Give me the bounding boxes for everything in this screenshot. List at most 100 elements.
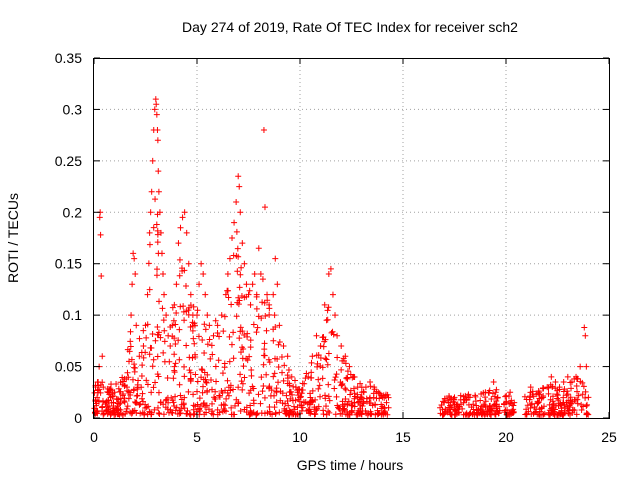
data-point xyxy=(152,379,159,386)
data-point xyxy=(307,374,314,381)
data-point xyxy=(560,394,567,401)
data-point xyxy=(215,357,222,364)
data-point xyxy=(139,409,146,416)
data-point xyxy=(279,400,286,407)
data-point xyxy=(171,301,178,308)
data-point xyxy=(241,260,248,267)
data-point xyxy=(350,385,357,392)
data-point xyxy=(127,343,134,350)
data-point xyxy=(204,341,211,348)
data-point xyxy=(173,309,180,316)
data-point xyxy=(247,337,254,344)
data-point xyxy=(524,402,531,409)
data-point xyxy=(554,392,561,399)
data-point xyxy=(130,250,137,257)
data-point xyxy=(155,168,162,175)
data-point xyxy=(99,397,106,404)
data-point xyxy=(210,332,217,339)
data-point xyxy=(142,349,149,356)
data-point xyxy=(106,386,113,393)
data-point xyxy=(226,333,233,340)
data-point xyxy=(134,385,141,392)
data-point xyxy=(150,384,157,391)
data-point xyxy=(521,393,528,400)
data-point xyxy=(154,227,161,234)
data-point xyxy=(121,398,128,405)
data-point xyxy=(153,101,160,108)
data-point xyxy=(150,224,157,231)
data-point xyxy=(108,381,115,388)
data-point xyxy=(308,369,315,376)
data-point xyxy=(381,405,388,412)
data-point xyxy=(157,229,164,236)
data-point xyxy=(546,401,553,408)
data-point xyxy=(333,393,340,400)
axis-ticks xyxy=(93,57,610,419)
data-point xyxy=(279,390,286,397)
data-point xyxy=(299,380,306,387)
data-points xyxy=(91,96,592,418)
data-point xyxy=(383,391,390,398)
data-point xyxy=(325,393,332,400)
data-point xyxy=(357,380,364,387)
data-point xyxy=(453,410,460,417)
data-point xyxy=(239,328,246,335)
data-point xyxy=(554,411,561,418)
data-point xyxy=(168,409,175,416)
data-point xyxy=(184,407,191,414)
data-point xyxy=(266,305,273,312)
data-point xyxy=(300,399,307,406)
data-point xyxy=(178,265,185,272)
data-point xyxy=(117,406,124,413)
data-point xyxy=(549,393,556,400)
data-point xyxy=(154,239,161,246)
data-point xyxy=(187,376,194,383)
data-point xyxy=(503,398,510,405)
data-point xyxy=(309,353,316,360)
data-point xyxy=(261,299,268,306)
data-point xyxy=(196,281,203,288)
data-point xyxy=(175,337,182,344)
data-point xyxy=(246,411,253,418)
data-point xyxy=(290,383,297,390)
data-point xyxy=(192,351,199,358)
data-point xyxy=(351,395,358,402)
data-point xyxy=(187,302,194,309)
data-point xyxy=(501,401,508,408)
data-point xyxy=(552,379,559,385)
chart-title: Day 274 of 2019, Rate Of TEC Index for r… xyxy=(182,19,518,35)
data-point xyxy=(131,407,138,414)
data-point xyxy=(210,394,217,401)
data-point xyxy=(151,406,158,413)
data-point xyxy=(132,271,139,277)
data-point xyxy=(121,375,128,382)
data-point xyxy=(176,381,183,388)
data-point xyxy=(223,395,230,402)
data-point xyxy=(235,294,242,301)
data-point xyxy=(120,411,127,418)
data-point xyxy=(199,389,206,396)
data-point xyxy=(330,331,337,338)
data-point xyxy=(216,333,223,340)
data-point xyxy=(232,402,239,409)
data-point xyxy=(180,308,187,315)
data-point xyxy=(235,384,242,391)
data-point xyxy=(339,403,346,410)
data-point xyxy=(181,363,188,370)
data-point xyxy=(580,403,587,410)
data-point xyxy=(332,312,339,319)
data-point xyxy=(475,406,482,413)
data-point xyxy=(270,326,277,333)
data-point xyxy=(493,386,500,393)
data-point xyxy=(132,400,139,407)
data-point xyxy=(161,338,168,345)
data-point xyxy=(239,344,246,351)
data-point xyxy=(547,411,554,418)
data-point xyxy=(138,384,145,391)
data-point xyxy=(194,307,201,314)
data-point xyxy=(272,409,279,416)
x-axis-label: GPS time / hours xyxy=(297,457,404,473)
data-point xyxy=(550,411,557,418)
data-point xyxy=(371,401,378,408)
y-tick-label: 0.2 xyxy=(63,204,83,220)
